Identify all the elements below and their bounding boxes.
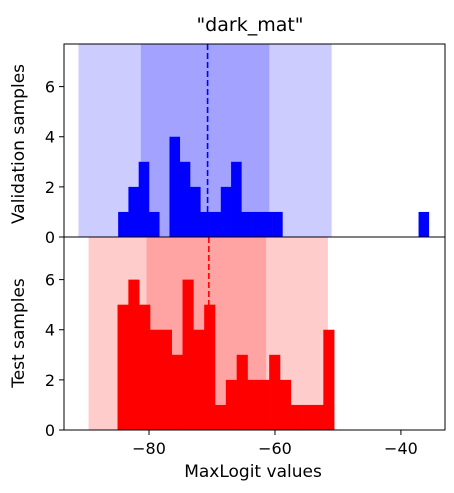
validation-histogram-bar: [118, 211, 129, 237]
validation-y-tick-label: 0: [45, 228, 55, 247]
test-histogram-bar: [128, 279, 140, 430]
validation-histogram-bar: [210, 211, 222, 237]
test-axes-frame: [63, 236, 446, 431]
test-y-tick-label: 6: [45, 271, 55, 290]
validation-histogram-bar: [418, 211, 430, 237]
test-histogram-bar: [182, 279, 194, 430]
x-tick-label: −40: [384, 439, 418, 458]
validation-y-axis-label: Validation samples: [9, 64, 29, 224]
validation-histogram-bar: [128, 186, 139, 237]
test-histogram-bar: [236, 354, 248, 430]
test-panel: 0 2 4 6 −80 −60 −40: [45, 236, 446, 458]
validation-histogram-bar: [200, 211, 211, 237]
validation-histogram-bar: [272, 211, 283, 237]
test-histogram-bar: [150, 329, 162, 430]
test-y-tick-label: 2: [45, 371, 55, 390]
test-y-tick-label: 4: [45, 321, 55, 340]
test-histogram-bar: [139, 304, 151, 430]
validation-outer-band: [78, 44, 332, 237]
test-histogram-bar: [258, 379, 270, 430]
validation-y-tick-label: 6: [45, 78, 55, 97]
x-tick-label: −80: [132, 439, 166, 458]
validation-histogram-bar: [190, 186, 201, 237]
test-histogram-bar: [280, 379, 292, 430]
test-histogram-bar: [160, 329, 172, 430]
validation-histogram-bar: [220, 186, 232, 237]
test-histogram-bar: [215, 404, 227, 430]
test-histogram-bar: [247, 379, 259, 430]
x-tick-label: −60: [258, 439, 292, 458]
validation-histogram-bar: [148, 211, 160, 237]
validation-panel: 0 2 4 6: [45, 43, 446, 247]
test-y-axis-label: Test samples: [9, 278, 29, 389]
test-histogram-bar: [171, 354, 183, 430]
x-axis-label: MaxLogit values: [184, 462, 322, 482]
test-histogram-bar: [225, 379, 237, 430]
test-histogram-bar: [301, 404, 313, 430]
test-histogram-bar: [193, 329, 205, 430]
test-y-tick-label: 0: [45, 421, 55, 440]
test-histogram-bar: [204, 304, 216, 430]
validation-histogram-bar: [231, 161, 242, 237]
test-histogram-bar: [290, 404, 302, 430]
test-histogram-bar: [269, 354, 281, 430]
validation-histogram-bar: [179, 161, 191, 237]
test-histogram-bar: [323, 329, 335, 430]
validation-histogram-bar: [251, 211, 263, 237]
validation-y-tick-label: 2: [45, 178, 55, 197]
validation-histogram-bar: [241, 211, 252, 237]
test-histogram-bar: [312, 404, 324, 430]
validation-histogram-bar: [261, 211, 273, 237]
validation-histogram-bar: [169, 136, 181, 237]
validation-histogram-bar: [138, 161, 150, 237]
test-histogram-bar: [117, 304, 129, 430]
validation-inner-band: [140, 44, 270, 237]
chart-title: "dark_mat": [196, 14, 303, 36]
validation-y-tick-label: 4: [45, 128, 55, 147]
